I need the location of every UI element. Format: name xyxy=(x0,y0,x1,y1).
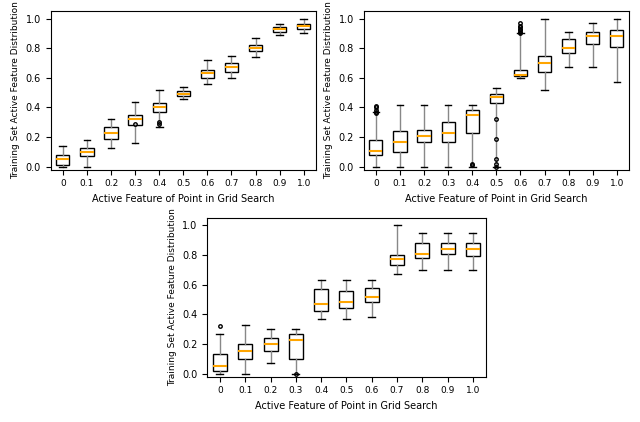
Y-axis label: Training Set Active Feature Distribution: Training Set Active Feature Distribution xyxy=(168,208,177,386)
PathPatch shape xyxy=(56,155,69,165)
PathPatch shape xyxy=(129,115,141,125)
PathPatch shape xyxy=(466,111,479,133)
PathPatch shape xyxy=(80,148,93,157)
PathPatch shape xyxy=(177,91,190,96)
PathPatch shape xyxy=(264,338,278,352)
PathPatch shape xyxy=(249,45,262,51)
PathPatch shape xyxy=(201,70,214,78)
PathPatch shape xyxy=(152,103,166,112)
PathPatch shape xyxy=(562,39,575,53)
X-axis label: Active Feature of Point in Grid Search: Active Feature of Point in Grid Search xyxy=(405,194,588,204)
Y-axis label: Training Set Active Feature Distribution: Training Set Active Feature Distribution xyxy=(11,2,20,179)
PathPatch shape xyxy=(538,56,551,72)
PathPatch shape xyxy=(417,130,431,142)
PathPatch shape xyxy=(314,289,328,311)
PathPatch shape xyxy=(442,122,455,142)
PathPatch shape xyxy=(238,344,252,359)
X-axis label: Active Feature of Point in Grid Search: Active Feature of Point in Grid Search xyxy=(255,401,438,411)
PathPatch shape xyxy=(289,334,303,359)
PathPatch shape xyxy=(369,140,383,155)
PathPatch shape xyxy=(610,30,623,47)
PathPatch shape xyxy=(225,63,238,72)
PathPatch shape xyxy=(273,27,286,32)
PathPatch shape xyxy=(466,243,480,257)
PathPatch shape xyxy=(441,243,454,254)
Y-axis label: Training Set Active Feature Distribution: Training Set Active Feature Distribution xyxy=(324,2,333,179)
PathPatch shape xyxy=(297,24,310,29)
PathPatch shape xyxy=(586,32,600,44)
PathPatch shape xyxy=(514,70,527,76)
X-axis label: Active Feature of Point in Grid Search: Active Feature of Point in Grid Search xyxy=(92,194,275,204)
PathPatch shape xyxy=(104,127,118,139)
PathPatch shape xyxy=(339,291,353,308)
PathPatch shape xyxy=(394,131,406,152)
PathPatch shape xyxy=(490,94,503,103)
PathPatch shape xyxy=(213,354,227,371)
PathPatch shape xyxy=(365,288,379,303)
PathPatch shape xyxy=(390,255,404,265)
PathPatch shape xyxy=(415,243,429,258)
